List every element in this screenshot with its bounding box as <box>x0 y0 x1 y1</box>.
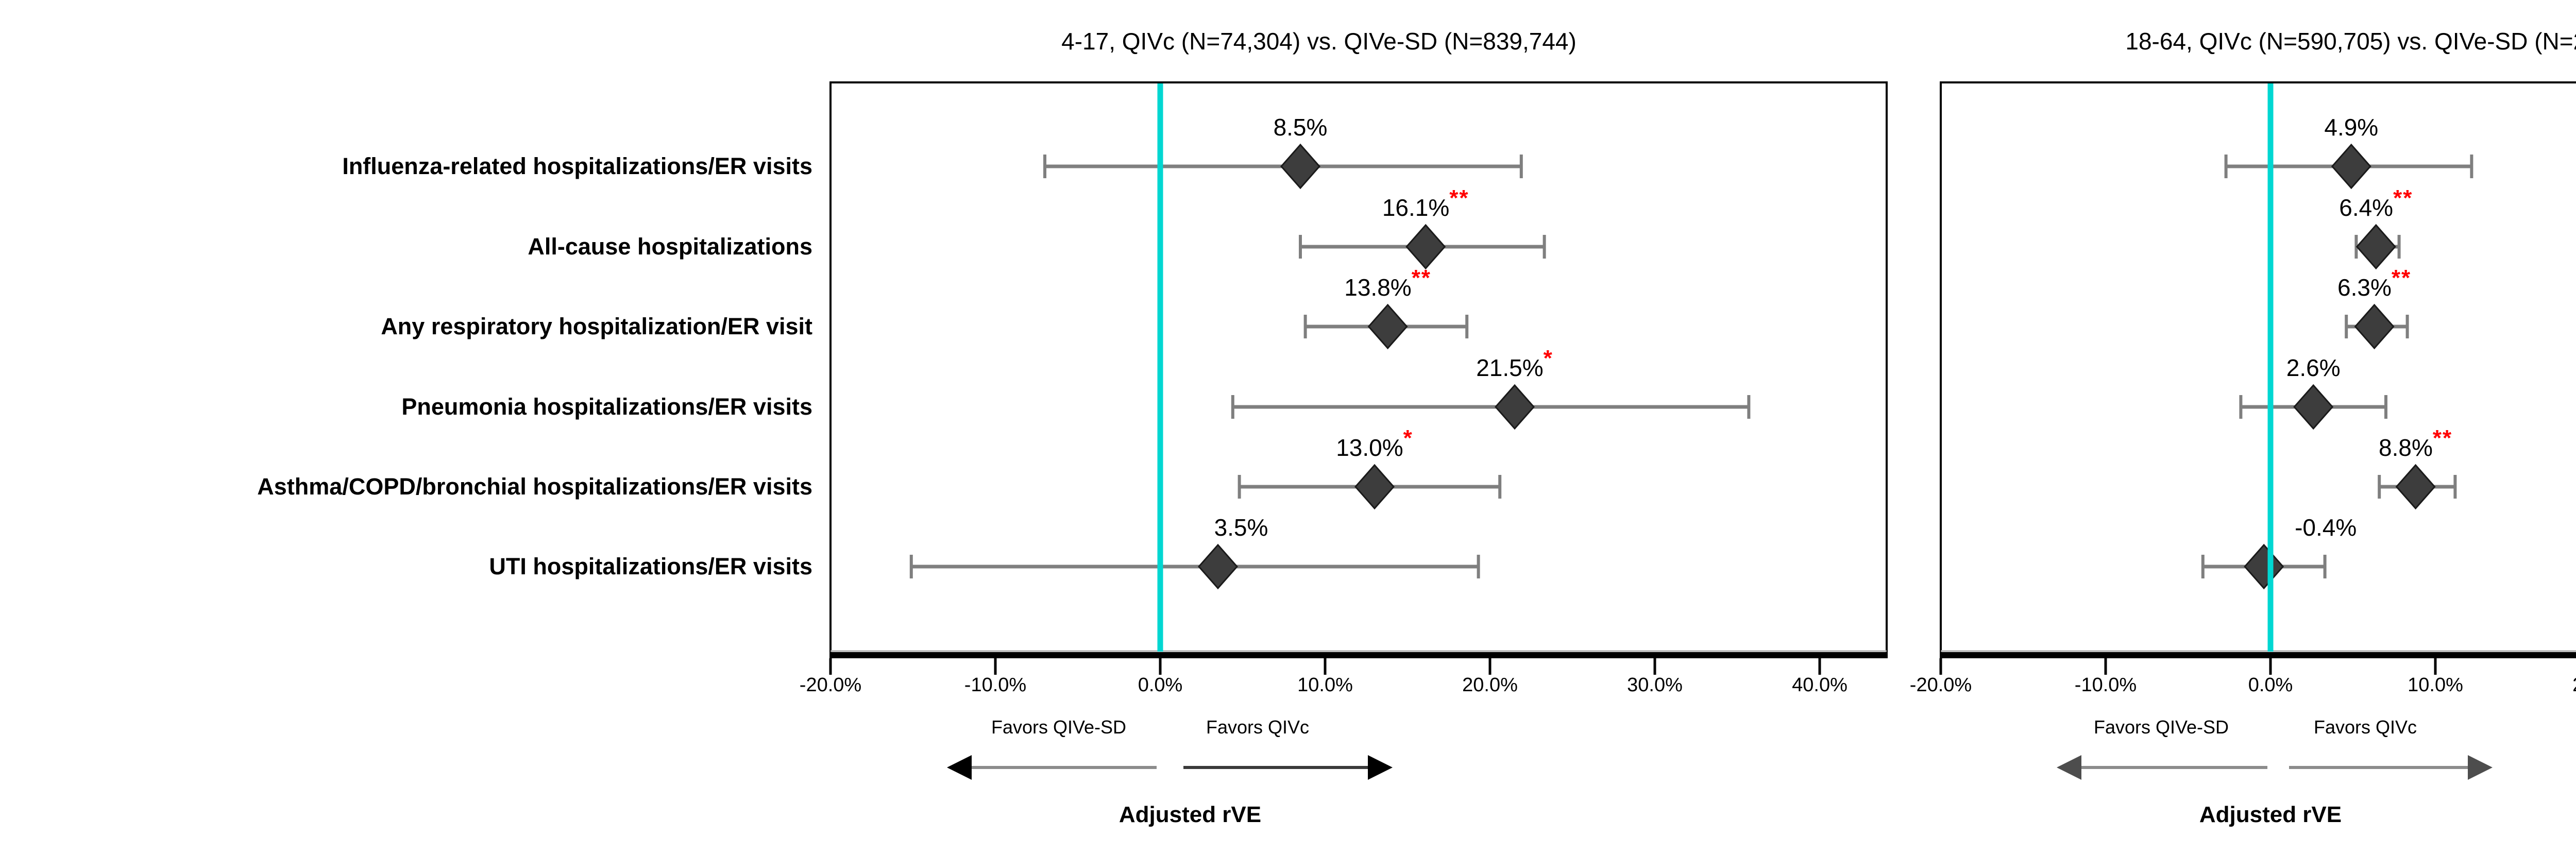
point-value-label: 3.5% <box>1214 514 1268 541</box>
x-tick-label: 0.0% <box>1138 674 1183 696</box>
point-value-label: 21.5% <box>1476 354 1544 381</box>
data-label: 8.5% <box>1141 113 1460 142</box>
x-tick-label: -20.0% <box>799 674 862 696</box>
data-label: 21.5%* <box>1355 346 1674 383</box>
significance-asterisks: * <box>1543 346 1553 371</box>
point-value-label: 8.8% <box>2379 434 2433 461</box>
point-value-label: -0.4% <box>2295 514 2357 541</box>
significance-asterisks: ** <box>2432 425 2453 451</box>
x-tick-label: 10.0% <box>2408 674 2463 696</box>
category-label: Influenza-related hospitalizations/ER vi… <box>342 153 812 179</box>
data-label: 2.6% <box>2154 353 2473 382</box>
data-label: 13.8%** <box>1228 265 1548 303</box>
x-tick-label: 40.0% <box>1792 674 1848 696</box>
point-diamond <box>2244 543 2284 590</box>
data-label: 13.0%* <box>1215 425 1534 463</box>
category-label: Asthma/COPD/bronchial hospitalizations/E… <box>257 473 812 500</box>
favors-right-label: Favors QIVc <box>2313 716 2417 738</box>
point-value-label: 13.8% <box>1344 274 1412 301</box>
data-label: 8.8%** <box>2256 425 2575 463</box>
point-value-label: 4.9% <box>2324 114 2379 141</box>
x-axis-title: Adjusted rVE <box>1118 802 1262 827</box>
x-tick-label: 10.0% <box>1297 674 1353 696</box>
category-label: All-cause hospitalizations <box>528 233 812 260</box>
x-tick-label: 30.0% <box>1627 674 1683 696</box>
point-diamond <box>1495 384 1535 430</box>
point-diamond <box>2354 303 2395 350</box>
point-diamond <box>1405 224 1446 270</box>
x-tick-label: -10.0% <box>964 674 1027 696</box>
x-tick-label: 20.0% <box>1462 674 1518 696</box>
category-label: Any respiratory hospitalization/ER visit <box>381 313 812 339</box>
significance-asterisks: ** <box>1411 265 1431 291</box>
point-value-label: 6.4% <box>2339 194 2394 221</box>
point-diamond <box>2355 224 2396 270</box>
significance-asterisks: * <box>1403 425 1413 451</box>
significance-asterisks: ** <box>2391 265 2412 291</box>
point-diamond <box>1198 543 1238 590</box>
favors-left-arrow-head <box>2057 755 2081 780</box>
favors-left-arrow-head <box>947 755 972 780</box>
category-label: UTI hospitalizations/ER visits <box>489 553 812 579</box>
point-value-label: 2.6% <box>2286 354 2341 381</box>
data-label: 4.9% <box>2192 113 2511 142</box>
x-tick-label: -10.0% <box>2074 674 2137 696</box>
significance-asterisks: ** <box>2393 185 2413 211</box>
data-label: 6.4%** <box>2216 185 2536 223</box>
favors-right-arrow-head <box>2468 755 2493 780</box>
point-diamond <box>2395 464 2436 510</box>
point-value-label: 13.0% <box>1336 434 1403 461</box>
x-tick-label: -20.0% <box>1909 674 1972 696</box>
point-value-label: 6.3% <box>2337 274 2392 301</box>
data-label: -0.4% <box>2166 513 2485 542</box>
x-tick-label: 0.0% <box>2248 674 2293 696</box>
data-label: 16.1%** <box>1266 185 1585 223</box>
panel-title: 4-17, QIVc (N=74,304) vs. QIVe-SD (N=839… <box>1061 28 1577 55</box>
point-diamond <box>1354 464 1395 510</box>
point-value-label: 8.5% <box>1273 114 1328 141</box>
category-label: Pneumonia hospitalizations/ER visits <box>401 394 812 420</box>
favors-right-label: Favors QIVc <box>1206 716 1310 738</box>
x-tick-label: 20.0% <box>2523 674 2576 696</box>
point-diamond <box>2293 384 2334 430</box>
point-diamond <box>2331 143 2371 190</box>
x-axis-title: Adjusted rVE <box>2199 802 2342 827</box>
favors-left-label: Favors QIVe-SD <box>2093 716 2229 738</box>
favors-right-arrow-head <box>1368 755 1393 780</box>
data-label: 3.5% <box>1081 513 1401 542</box>
point-diamond <box>1280 143 1320 190</box>
panel-title: 18-64, QIVc (N=590,705) vs. QIVe-SD (N=2… <box>2125 28 2576 55</box>
significance-asterisks: ** <box>1449 185 1469 211</box>
data-label: 6.3%** <box>2215 265 2534 303</box>
point-value-label: 16.1% <box>1382 194 1450 221</box>
favors-left-label: Favors QIVe-SD <box>991 716 1127 738</box>
point-diamond <box>1367 303 1408 350</box>
